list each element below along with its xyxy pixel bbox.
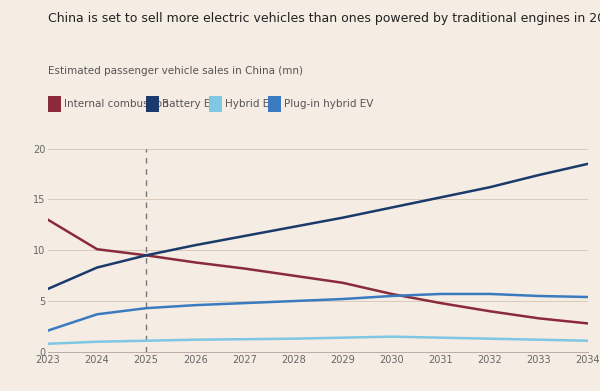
Text: Plug-in hybrid EV: Plug-in hybrid EV — [284, 99, 374, 109]
Text: China is set to sell more electric vehicles than ones powered by traditional eng: China is set to sell more electric vehic… — [48, 12, 600, 25]
Text: Battery EV: Battery EV — [162, 99, 218, 109]
Text: Estimated passenger vehicle sales in China (mn): Estimated passenger vehicle sales in Chi… — [48, 66, 303, 77]
Text: Hybrid EV: Hybrid EV — [226, 99, 277, 109]
Text: Internal combustion: Internal combustion — [64, 99, 169, 109]
